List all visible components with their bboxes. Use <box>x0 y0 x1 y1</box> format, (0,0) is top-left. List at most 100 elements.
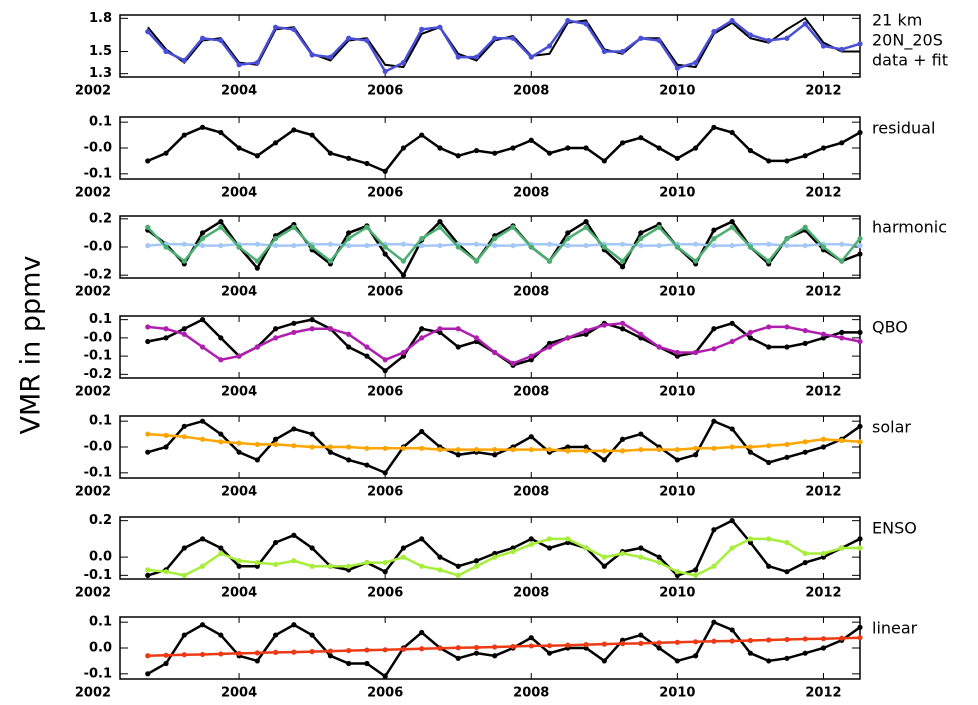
x-tick-label: 2006 <box>367 586 403 601</box>
y-tick-label: -0.1 <box>84 666 112 681</box>
data-point <box>218 224 224 230</box>
data-point <box>565 230 571 236</box>
data-point <box>729 627 735 633</box>
data-point <box>839 329 845 336</box>
data-point <box>802 153 808 159</box>
data-point <box>546 650 553 656</box>
data-line <box>147 432 861 453</box>
data-point <box>729 638 735 644</box>
data-point <box>364 445 370 451</box>
data-point <box>747 335 754 341</box>
data-point <box>218 129 224 136</box>
data-point <box>236 145 242 151</box>
x-tick-label: 2002 <box>75 186 111 201</box>
data-point <box>565 536 571 542</box>
data-point <box>455 572 461 578</box>
data-point <box>291 558 297 564</box>
data-point <box>218 357 224 363</box>
data-point <box>400 349 407 356</box>
data-point <box>199 418 206 424</box>
data-point <box>492 35 498 41</box>
data-point <box>546 446 553 453</box>
x-tick-label: 2006 <box>367 686 403 701</box>
data-point <box>382 168 388 174</box>
data-point <box>437 326 443 332</box>
data-point <box>857 423 863 429</box>
data-point <box>802 340 808 346</box>
data-point <box>437 567 443 573</box>
data-point <box>364 224 370 230</box>
data-point <box>656 559 662 566</box>
data-point <box>857 536 863 542</box>
data-point <box>766 344 772 350</box>
data-point <box>218 431 224 437</box>
data-point <box>272 436 279 442</box>
data-point <box>546 43 553 49</box>
x-tick-label: 2008 <box>513 686 549 701</box>
data-point <box>510 446 516 453</box>
data-line <box>147 125 861 173</box>
data-point <box>236 353 242 359</box>
data-point <box>619 550 626 557</box>
data-point <box>419 335 425 341</box>
data-point <box>181 132 187 138</box>
data-point <box>674 244 680 250</box>
data-point <box>419 132 425 138</box>
data-point <box>254 457 260 463</box>
x-tick-label: 2004 <box>221 485 257 500</box>
data-point <box>419 326 425 332</box>
data-point <box>510 545 516 551</box>
data-point <box>711 346 717 352</box>
data-point <box>254 241 260 247</box>
data-point <box>820 550 827 557</box>
data-point <box>272 326 279 332</box>
data-point <box>382 251 388 257</box>
data-point <box>693 145 699 151</box>
data-point <box>729 320 735 326</box>
data-point <box>601 554 607 560</box>
data-point <box>528 244 534 250</box>
panel-label: harmonic <box>872 218 947 237</box>
data-point <box>784 35 790 41</box>
data-point <box>346 331 352 337</box>
data-point <box>528 536 534 542</box>
x-tick-label: 2008 <box>513 186 549 201</box>
y-tick-label: 0.1 <box>89 115 112 130</box>
data-point <box>638 554 644 560</box>
x-tick-label: 2008 <box>513 485 549 500</box>
data-point <box>656 344 662 350</box>
data-point <box>674 65 680 71</box>
data-point <box>492 242 498 249</box>
data-point <box>473 335 480 341</box>
data-point <box>638 230 644 236</box>
data-point <box>638 135 644 141</box>
data-point <box>473 650 480 656</box>
data-point <box>419 563 425 569</box>
data-point <box>181 326 187 332</box>
y-tick-label: -0.0 <box>84 141 112 156</box>
data-point <box>583 21 589 27</box>
data-point <box>400 353 407 359</box>
data-point <box>839 545 845 551</box>
data-point <box>364 37 370 44</box>
data-point <box>254 344 260 350</box>
data-point <box>583 242 589 249</box>
data-point <box>291 242 297 249</box>
data-point <box>857 235 863 242</box>
data-point <box>382 445 388 451</box>
data-point <box>857 545 863 551</box>
panel-label: data + fit <box>872 51 948 70</box>
data-point <box>309 431 315 437</box>
data-point <box>656 645 662 651</box>
data-point <box>272 24 279 30</box>
data-point <box>747 449 754 455</box>
data-point <box>364 462 370 468</box>
data-point <box>857 439 863 445</box>
data-point <box>492 235 498 242</box>
data-point <box>565 242 571 249</box>
data-point <box>346 457 352 463</box>
data-point <box>346 660 352 667</box>
data-point <box>583 331 589 337</box>
data-point <box>254 559 260 566</box>
